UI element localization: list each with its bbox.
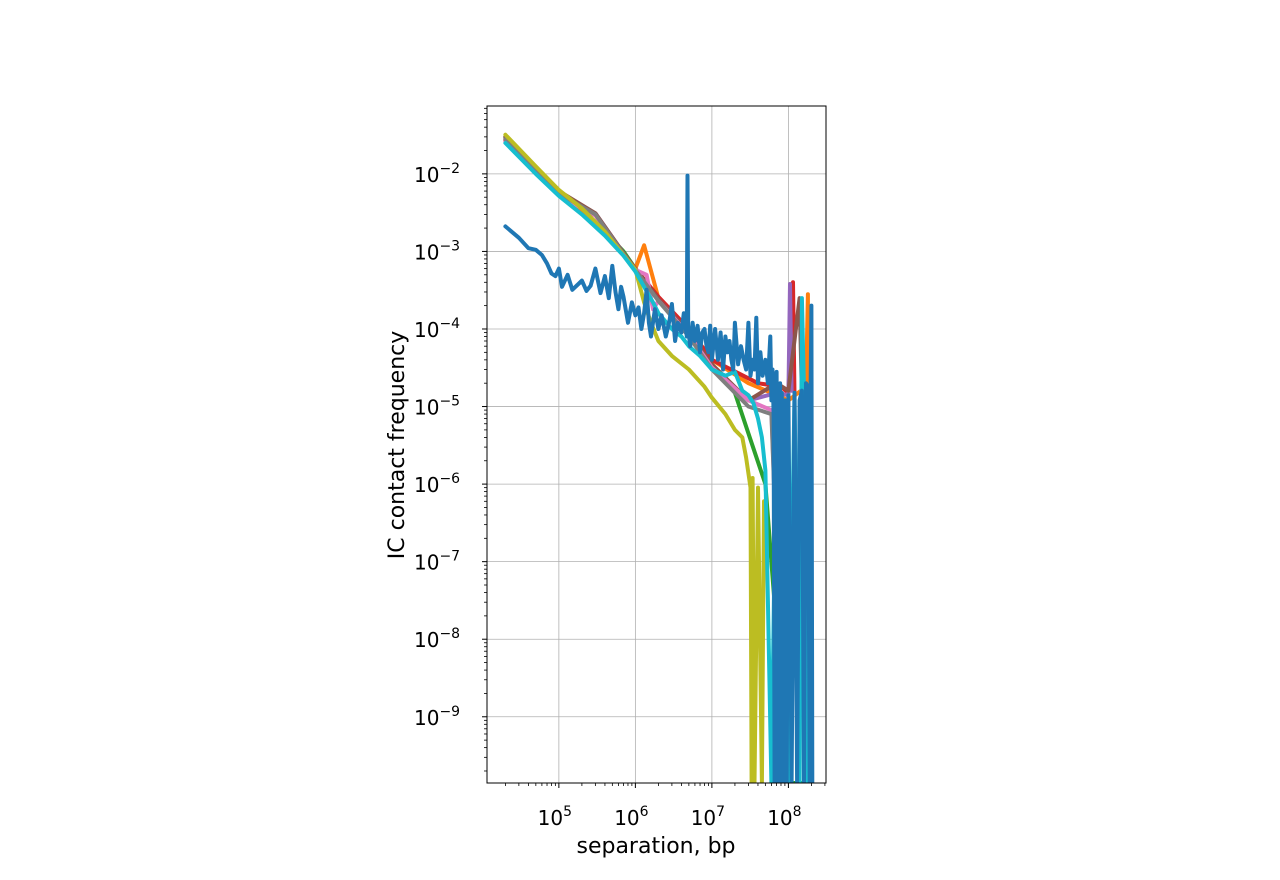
x-tick-base: 10 [691,806,716,830]
y-tick-base: 10 [414,706,439,730]
y-tick-label: 10−9 [414,704,460,730]
x-tick-base: 10 [767,806,792,830]
x-tick-exponent: 7 [716,804,725,820]
y-tick-exponent: −5 [439,394,460,410]
x-tick-label: 108 [767,804,801,830]
series-lines [503,132,815,783]
x-tick-label: 106 [614,804,648,830]
y-tick-base: 10 [414,628,439,652]
y-tick-label: 10−8 [414,626,460,652]
y-tick-label: 10−7 [414,549,460,575]
y-tick-base: 10 [414,240,439,264]
x-axis-label: separation, bp [576,834,735,859]
x-tick-label: 105 [538,804,572,830]
y-tick-exponent: −2 [439,161,460,177]
y-tick-base: 10 [414,163,439,187]
series-line-7 [503,132,766,783]
y-tick-base: 10 [414,473,439,497]
plot-frame [486,105,827,784]
series-line-9 [503,173,815,783]
y-axis-label: IC contact frequency [385,331,410,560]
y-tick-label: 10−2 [414,161,460,187]
y-tick-exponent: −6 [439,471,460,487]
y-tick-label: 10−3 [414,238,460,264]
y-tick-exponent: −3 [439,238,460,254]
y-tick-base: 10 [414,551,439,575]
x-tick-exponent: 8 [793,804,802,820]
x-tick-base: 10 [538,806,563,830]
y-tick-exponent: −9 [439,704,460,720]
y-tick-exponent: −7 [439,549,460,565]
y-tick-exponent: −8 [439,626,460,642]
y-tick-base: 10 [414,396,439,420]
x-tick-exponent: 5 [563,804,572,820]
y-tick-label: 10−6 [414,471,460,497]
x-tick-base: 10 [614,806,639,830]
x-tick-label: 107 [691,804,725,830]
axis-ticks: 105 106 107 10810−210−310−410−510−610−710−8… [414,107,826,830]
y-tick-label: 10−5 [414,394,460,420]
y-tick-label: 10−4 [414,316,460,342]
y-tick-base: 10 [414,318,439,342]
y-tick-exponent: −4 [439,316,460,332]
x-tick-exponent: 6 [640,804,649,820]
